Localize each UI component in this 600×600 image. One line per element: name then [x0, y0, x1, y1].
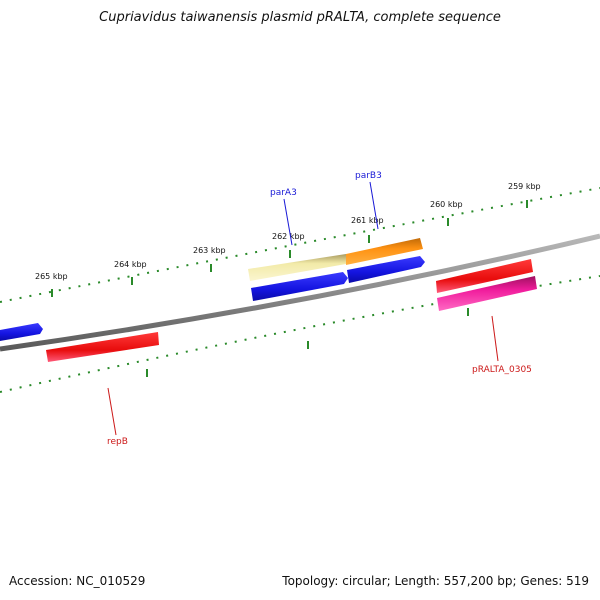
feature-parB3[interactable] [346, 238, 423, 265]
feature-repB[interactable] [46, 332, 159, 362]
tick-label: 259 kbp [508, 182, 541, 191]
feature-blue-right[interactable] [347, 256, 425, 283]
gene-label-repB[interactable]: repB [107, 437, 128, 447]
sequence-summary-text: Topology: circular; Length: 557,200 bp; … [282, 574, 589, 588]
inner-tick-ring [0, 275, 600, 393]
feature-blue-center[interactable] [251, 272, 348, 301]
tick-label: 261 kbp [351, 216, 384, 225]
backbone [0, 233, 600, 352]
gene-label-parA3[interactable]: parA3 [270, 188, 297, 198]
inner-major-ticks [146, 308, 469, 377]
map-title: Cupriavidus taiwanensis plasmid pRALTA, … [99, 10, 501, 25]
feature-pRALTA_0305[interactable] [437, 276, 537, 311]
tick-label: 260 kbp [430, 200, 463, 209]
gene-label-pRALTA_0305[interactable]: pRALTA_0305 [472, 365, 532, 375]
feature-blue-left[interactable] [0, 323, 43, 341]
tick-label: 263 kbp [193, 246, 226, 255]
tick-label: 265 kbp [35, 272, 68, 281]
tick-label: 264 kbp [114, 260, 147, 269]
tick-labels: 259 kbp 260 kbp 261 kbp 262 kbp 263 kbp … [35, 182, 541, 281]
feature-parA3[interactable] [248, 254, 346, 281]
gene-label-parB3[interactable]: parB3 [355, 171, 382, 181]
tick-label: 262 kbp [272, 232, 305, 241]
accession-text: Accession: NC_010529 [9, 574, 146, 588]
outer-major-ticks [51, 200, 528, 297]
feature-red-right[interactable] [436, 259, 533, 293]
leader-lines [107, 181, 499, 436]
